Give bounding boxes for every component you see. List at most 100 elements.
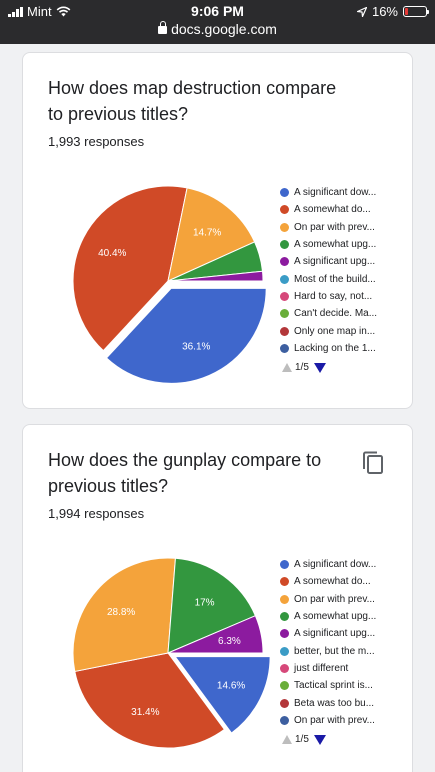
legend-page-indicator: 1/5 (295, 734, 309, 745)
legend-item: better, but the m... (280, 642, 408, 659)
slice-label: 31.4% (131, 707, 159, 718)
slice-label: 40.4% (98, 248, 126, 259)
pie-chart: 36.1% 40.4% 14.7% (72, 185, 267, 384)
legend-swatch (280, 698, 289, 708)
legend-swatch (280, 274, 289, 284)
legend-swatch (280, 663, 289, 673)
legend-swatch (280, 291, 289, 301)
legend-label: Only one map in... (294, 325, 376, 337)
question-card-map-destruction: How does map destruction compare to prev… (22, 52, 413, 409)
legend-page-indicator: 1/5 (295, 362, 309, 373)
clock: 9:06 PM (191, 3, 244, 19)
legend-item: On par with prev... (280, 591, 408, 608)
slice-label: 6.3% (218, 636, 241, 647)
carrier-info: Mint (8, 4, 71, 19)
legend-item: Only one map in... (280, 322, 408, 339)
slice-label: 28.8% (107, 607, 135, 618)
legend-swatch (280, 240, 289, 250)
legend-item: A somewhat upg... (280, 608, 408, 625)
legend-label: just different (294, 662, 349, 674)
pie-slice (105, 287, 267, 384)
legend-swatch (280, 560, 289, 570)
legend-label: better, but the m... (294, 645, 375, 657)
legend-swatch (280, 681, 289, 691)
legend-swatch (280, 205, 289, 215)
legend-swatch (280, 629, 289, 639)
chart-legend: A significant dow... A somewhat do... On p… (280, 184, 408, 357)
battery-info: 16% (356, 4, 429, 19)
copy-chart-icon[interactable] (362, 451, 384, 475)
legend-item: On par with prev... (280, 219, 408, 236)
legend-label: A significant dow... (294, 559, 377, 571)
slice-label: 14.7% (193, 228, 221, 239)
pie-slice (167, 615, 264, 654)
slice-label: 17% (195, 598, 215, 609)
legend-swatch (280, 343, 289, 353)
legend-next-page-icon[interactable] (313, 362, 326, 373)
legend-item: A somewhat do... (280, 573, 408, 590)
legend-label: Beta was too bu... (294, 697, 375, 709)
battery-percent: 16% (371, 4, 398, 19)
legend-item: A significant upg... (280, 253, 408, 270)
chart-legend: A significant dow... A somewhat do... On p… (280, 556, 408, 729)
response-count: 1,993 responses (48, 134, 145, 149)
wifi-icon (56, 6, 70, 17)
legend-item: A significant upg... (280, 625, 408, 642)
legend-item: A somewhat do... (280, 201, 408, 218)
address-bar[interactable]: docs.google.com (0, 20, 435, 38)
legend-label: On par with prev... (294, 221, 375, 233)
legend-label: A significant upg... (294, 256, 376, 268)
legend-swatch (280, 222, 289, 232)
legend-label: Most of the build... (294, 273, 376, 285)
legend-swatch (280, 715, 289, 725)
lock-icon (158, 21, 168, 34)
legend-pager: 1/5 (282, 362, 326, 373)
pie-slice (174, 656, 271, 734)
pie-slice (74, 652, 226, 749)
legend-next-page-icon[interactable] (313, 734, 326, 745)
signal-icon (8, 6, 23, 17)
legend-swatch (280, 646, 289, 656)
legend-swatch (280, 594, 289, 604)
legend-label: A significant upg... (294, 628, 376, 640)
legend-prev-page-icon[interactable] (282, 363, 292, 372)
legend-swatch (280, 309, 289, 319)
pie-slice (72, 185, 188, 352)
question-title: How does map destruction compare to prev… (48, 78, 337, 124)
legend-item: Hard to say, not... (280, 288, 408, 305)
legend-item: A significant dow... (280, 184, 408, 201)
legend-item: Most of the build... (280, 270, 408, 287)
legend-label: A significant dow... (294, 187, 377, 199)
legend-label: A somewhat do... (294, 204, 371, 216)
status-bar: Mint 9:06 PM docs.google.com 16% (0, 0, 435, 44)
pie-slice (167, 187, 256, 282)
legend-item: Can't decide. Ma... (280, 305, 408, 322)
legend-item: On par with prev... (280, 712, 408, 729)
pie-slice (167, 270, 264, 282)
legend-label: Lacking on the 1... (294, 342, 376, 354)
legend-swatch (280, 188, 289, 198)
legend-item: A somewhat upg... (280, 236, 408, 253)
legend-swatch (280, 612, 289, 622)
legend-item: just different (280, 660, 408, 677)
legend-prev-page-icon[interactable] (282, 735, 292, 744)
legend-label: A somewhat upg... (294, 239, 377, 251)
legend-item: A significant dow... (280, 556, 408, 573)
question-title: How does the gunplay compare to previous… (48, 450, 322, 496)
legend-swatch (280, 257, 289, 267)
slice-label: 36.1% (182, 341, 210, 352)
question-card-gunplay: How does the gunplay compare to previous… (22, 424, 413, 772)
battery-icon (403, 6, 429, 17)
legend-label: A somewhat upg... (294, 611, 377, 623)
slice-label: 14.6% (217, 680, 245, 691)
legend-label: A somewhat do... (294, 576, 371, 588)
legend-pager: 1/5 (282, 734, 326, 745)
legend-item: Tactical sprint is... (280, 677, 408, 694)
legend-label: Can't decide. Ma... (294, 308, 378, 320)
legend-label: Tactical sprint is... (294, 680, 373, 692)
legend-swatch (280, 326, 289, 336)
legend-label: On par with prev... (294, 593, 375, 605)
url-text: docs.google.com (171, 21, 277, 37)
legend-label: On par with prev... (294, 714, 375, 726)
legend-label: Hard to say, not... (294, 290, 373, 302)
